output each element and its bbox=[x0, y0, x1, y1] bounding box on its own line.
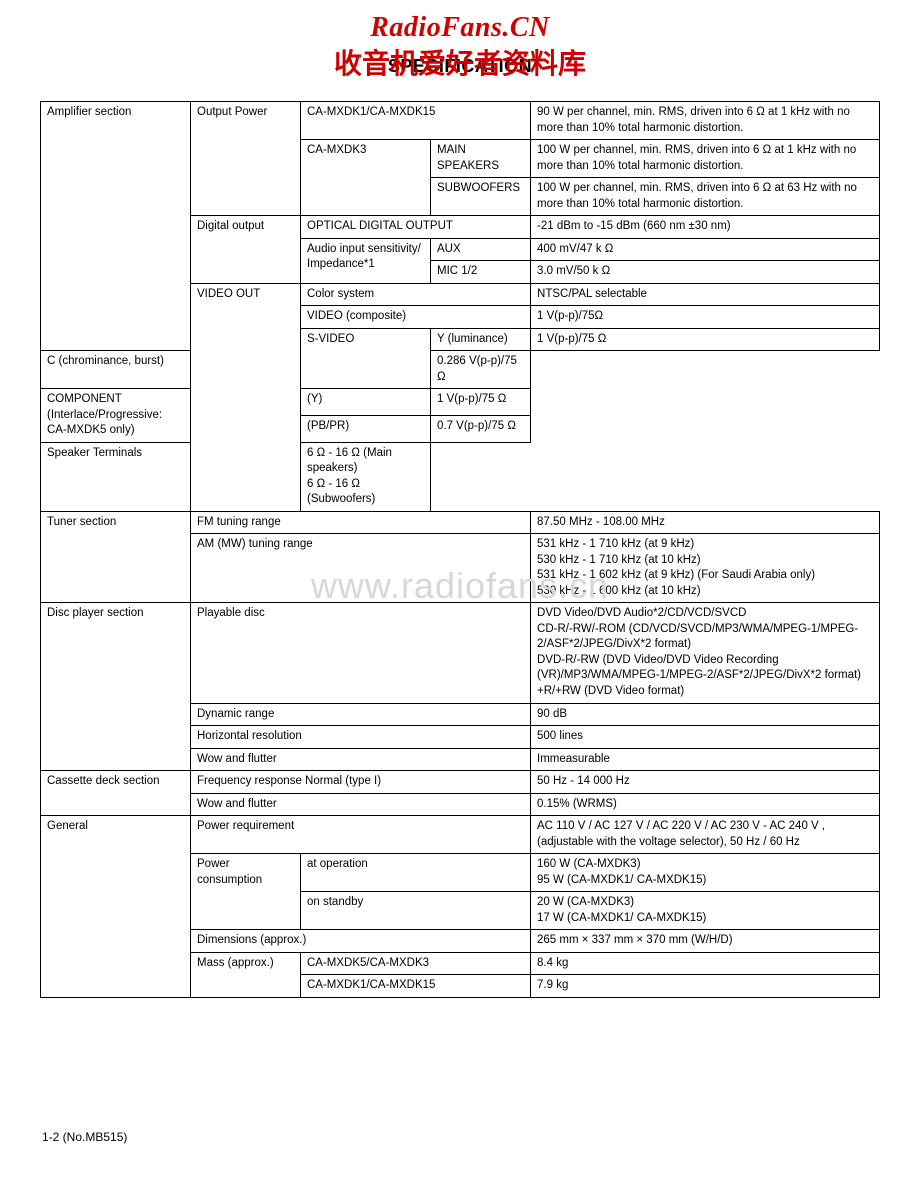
value-cell: 531 kHz - 1 710 kHz (at 9 kHz) 530 kHz -… bbox=[531, 534, 880, 603]
table-row: Disc player sectionPlayable discDVD Vide… bbox=[41, 603, 880, 703]
subparam-cell: COMPONENT (Interlace/Progressive: CA-MXD… bbox=[41, 389, 191, 443]
section-cell: Disc player section bbox=[41, 603, 191, 771]
subsubparam-cell: MAIN SPEAKERS bbox=[431, 140, 531, 178]
value-cell: 6 Ω - 16 Ω (Main speakers) 6 Ω - 16 Ω (S… bbox=[301, 442, 431, 511]
spec-table: Amplifier sectionOutput PowerCA-MXDK1/CA… bbox=[40, 101, 880, 998]
subsubparam-cell: MIC 1/2 bbox=[431, 261, 531, 284]
param-cell: Mass (approx.) bbox=[191, 952, 301, 997]
param-cell: Digital output bbox=[191, 216, 301, 284]
value-cell: 265 mm × 337 mm × 370 mm (W/H/D) bbox=[531, 930, 880, 953]
table-row: Amplifier sectionOutput PowerCA-MXDK1/CA… bbox=[41, 102, 880, 140]
subparam-cell: Audio input sensitivity/ Impedance*1 bbox=[301, 238, 431, 283]
param-cell: Playable disc bbox=[191, 603, 531, 703]
value-cell: 1 V(p-p)/75 Ω bbox=[531, 328, 880, 351]
subparam-cell: CA-MXDK5/CA-MXDK3 bbox=[301, 952, 531, 975]
subsubparam-cell: (Y) bbox=[301, 389, 431, 416]
subsubparam-cell: Y (luminance) bbox=[431, 328, 531, 351]
value-cell: -21 dBm to -15 dBm (660 nm ±30 nm) bbox=[531, 216, 880, 239]
subparam-cell: CA-MXDK1/CA-MXDK15 bbox=[301, 102, 531, 140]
value-cell: 1 V(p-p)/75 Ω bbox=[431, 389, 531, 416]
value-cell: Immeasurable bbox=[531, 748, 880, 771]
watermark-header: RadioFans.CN 收音机爱好者资料库 bbox=[40, 12, 880, 82]
table-row: Speaker Terminals6 Ω - 16 Ω (Main speake… bbox=[41, 442, 880, 511]
subparam-cell: CA-MXDK1/CA-MXDK15 bbox=[301, 975, 531, 998]
param-cell: FM tuning range bbox=[191, 511, 531, 534]
table-row: Tuner sectionFM tuning range87.50 MHz - … bbox=[41, 511, 880, 534]
value-cell: 1 V(p-p)/75Ω bbox=[531, 306, 880, 329]
param-cell: Dynamic range bbox=[191, 703, 531, 726]
value-cell: 500 lines bbox=[531, 726, 880, 749]
param-cell: Wow and flutter bbox=[191, 748, 531, 771]
value-cell: 20 W (CA-MXDK3) 17 W (CA-MXDK1/ CA-MXDK1… bbox=[531, 892, 880, 930]
value-cell: 0.286 V(p-p)/75 Ω bbox=[431, 351, 531, 389]
param-cell: Power requirement bbox=[191, 816, 531, 854]
value-cell: 3.0 mV/50 k Ω bbox=[531, 261, 880, 284]
param-cell: Horizontal resolution bbox=[191, 726, 531, 749]
subparam-cell: OPTICAL DIGITAL OUTPUT bbox=[301, 216, 531, 239]
subparam-cell: Color system bbox=[301, 283, 531, 306]
value-cell: 100 W per channel, min. RMS, driven into… bbox=[531, 140, 880, 178]
value-cell: 7.9 kg bbox=[531, 975, 880, 998]
value-cell: 100 W per channel, min. RMS, driven into… bbox=[531, 178, 880, 216]
section-cell: Amplifier section bbox=[41, 102, 191, 351]
value-cell: 8.4 kg bbox=[531, 952, 880, 975]
param-cell: Output Power bbox=[191, 102, 301, 216]
value-cell: 50 Hz - 14 000 Hz bbox=[531, 771, 880, 794]
value-cell: 160 W (CA-MXDK3) 95 W (CA-MXDK1/ CA-MXDK… bbox=[531, 854, 880, 892]
param-cell: AM (MW) tuning range bbox=[191, 534, 531, 603]
subparam-cell: Speaker Terminals bbox=[41, 442, 301, 511]
table-row: GeneralPower requirementAC 110 V / AC 12… bbox=[41, 816, 880, 854]
value-cell: 90 dB bbox=[531, 703, 880, 726]
param-cell: Frequency response Normal (type I) bbox=[191, 771, 531, 794]
subsubparam-cell: AUX bbox=[431, 238, 531, 261]
section-cell: Cassette deck section bbox=[41, 771, 191, 816]
subparam-cell: CA-MXDK3 bbox=[301, 140, 431, 216]
value-cell: AC 110 V / AC 127 V / AC 220 V / AC 230 … bbox=[531, 816, 880, 854]
value-cell: 0.7 V(p-p)/75 Ω bbox=[431, 415, 531, 442]
subparam-cell: VIDEO (composite) bbox=[301, 306, 531, 329]
section-cell: Tuner section bbox=[41, 511, 191, 603]
watermark-line1: RadioFans.CN bbox=[40, 12, 880, 44]
param-cell: Wow and flutter bbox=[191, 793, 531, 816]
watermark-line2: 收音机爱好者资料库 bbox=[40, 42, 880, 82]
page-footer: 1-2 (No.MB515) bbox=[42, 1130, 127, 1144]
table-row: C (chrominance, burst) 0.286 V(p-p)/75 Ω bbox=[41, 351, 880, 389]
value-cell: 90 W per channel, min. RMS, driven into … bbox=[531, 102, 880, 140]
value-cell: 400 mV/47 k Ω bbox=[531, 238, 880, 261]
table-row: COMPONENT (Interlace/Progressive: CA-MXD… bbox=[41, 389, 880, 416]
value-cell: 87.50 MHz - 108.00 MHz bbox=[531, 511, 880, 534]
subsubparam-cell: C (chrominance, burst) bbox=[41, 351, 191, 389]
subsubparam-cell: SUBWOOFERS bbox=[431, 178, 531, 216]
param-cell: Dimensions (approx.) bbox=[191, 930, 531, 953]
subparam-cell: S-VIDEO bbox=[301, 328, 431, 389]
subparam-cell: on standby bbox=[301, 892, 531, 930]
table-row: Cassette deck sectionFrequency response … bbox=[41, 771, 880, 794]
subparam-cell: at operation bbox=[301, 854, 531, 892]
value-cell: NTSC/PAL selectable bbox=[531, 283, 880, 306]
value-cell: DVD Video/DVD Audio*2/CD/VCD/SVCD CD-R/-… bbox=[531, 603, 880, 703]
value-cell: 0.15% (WRMS) bbox=[531, 793, 880, 816]
param-cell: Power consumption bbox=[191, 854, 301, 930]
section-cell: General bbox=[41, 816, 191, 998]
subsubparam-cell: (PB/PR) bbox=[301, 415, 431, 442]
